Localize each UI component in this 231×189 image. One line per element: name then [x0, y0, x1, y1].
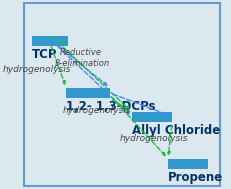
Text: Reductive
β-elimination: Reductive β-elimination — [54, 49, 109, 68]
FancyBboxPatch shape — [132, 112, 172, 122]
Text: hydrogenolysis: hydrogenolysis — [3, 65, 71, 74]
Text: 1,2- 1,3-DCPs: 1,2- 1,3-DCPs — [66, 100, 156, 113]
FancyBboxPatch shape — [32, 36, 68, 46]
Text: TCP: TCP — [32, 48, 58, 61]
Text: hydrogenolysis: hydrogenolysis — [120, 134, 188, 143]
Text: hydrogenolysis: hydrogenolysis — [63, 106, 131, 115]
Text: Propene: Propene — [168, 171, 223, 184]
FancyBboxPatch shape — [66, 88, 110, 98]
Text: Allyl Chloride: Allyl Chloride — [132, 124, 220, 137]
FancyBboxPatch shape — [168, 159, 208, 169]
